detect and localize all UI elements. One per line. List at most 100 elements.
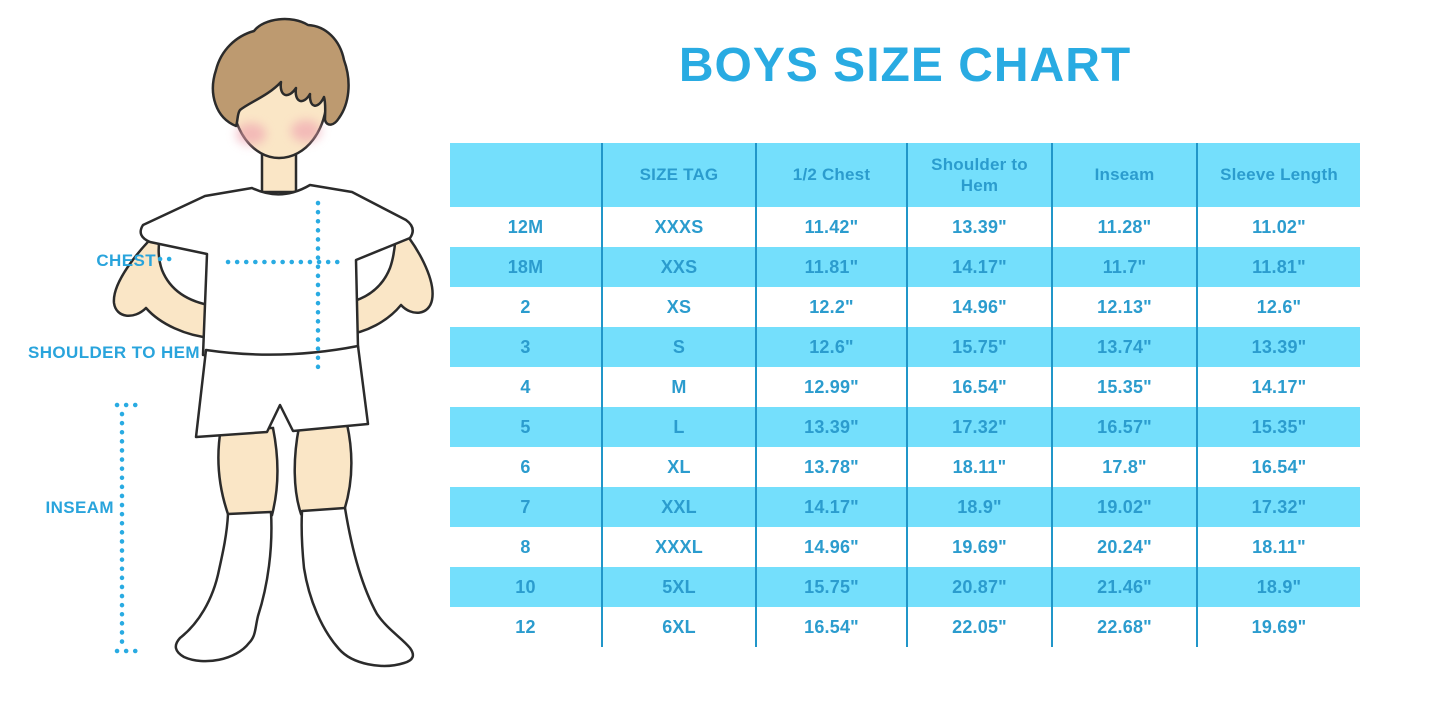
table-row: 7 XXL 14.17" 18.9" 19.02" 17.32" (450, 487, 1360, 527)
table-cell: 7 (450, 487, 603, 527)
table-cell: 21.46" (1052, 567, 1198, 607)
table-cell: 12.99" (756, 367, 908, 407)
table-cell: XXS (602, 247, 757, 287)
table-cell: 2 (450, 287, 603, 327)
table-cell: 10 (450, 567, 603, 607)
table-cell: 6 (450, 447, 603, 487)
table-cell: 19.69" (1251, 616, 1307, 637)
table-cell: 12.6" (756, 327, 908, 367)
table-cell: 14.17" (1251, 376, 1307, 397)
leg-right (293, 422, 353, 516)
table-cell: 4 (450, 367, 603, 407)
table-cell: 13.39" (907, 207, 1053, 247)
arm-right (340, 220, 434, 337)
table-cell: 16.54" (1251, 456, 1307, 477)
table-cell: 20.24" (1052, 527, 1198, 567)
table-cell: 22.68" (1052, 607, 1198, 647)
table-row: 10 5XL 15.75" 20.87" 21.46" 18.9" (450, 567, 1360, 607)
table-cell: 12.13" (1052, 287, 1198, 327)
table-cell: 22.05" (907, 607, 1053, 647)
table-cell: 17.32" (907, 407, 1053, 447)
table-cell: XXXS (602, 207, 757, 247)
table-cell: 15.35" (1052, 367, 1198, 407)
cheek-right-icon (291, 120, 321, 142)
table-cell: 17.32" (1251, 496, 1307, 517)
column-header: Shoulder to Hem (907, 143, 1053, 207)
table-cell: 12 (450, 607, 603, 647)
sock-left (174, 510, 273, 663)
table-cell: 12.2" (756, 287, 908, 327)
table-cell: 11.42" (756, 207, 908, 247)
chest-label: CHEST (96, 251, 156, 270)
table-row: 18M XXS 11.81" 14.17" 11.7" 11.81" (450, 247, 1360, 287)
table-cell: XL (602, 447, 757, 487)
table-row: 5 L 13.39" 17.32" 16.57" 15.35" (450, 407, 1360, 447)
table-cell: 15.75" (756, 567, 908, 607)
table-row: 3 S 12.6" 15.75" 13.74" 13.39" (450, 327, 1360, 367)
boy-figure-illustration: CHEST SHOULDER TO HEM INSEAM (0, 0, 450, 723)
table-cell: 13.74" (1052, 327, 1198, 367)
table-cell: 11.28" (1052, 207, 1198, 247)
table-cell: 15.75" (907, 327, 1053, 367)
table-cell: 16.54" (756, 607, 908, 647)
page-title: BOYS SIZE CHART (678, 39, 1132, 92)
table-cell: 12.6" (1256, 296, 1302, 317)
column-header (450, 143, 603, 207)
table-cell: 17.8" (1052, 447, 1198, 487)
table-cell: 18.11" (907, 447, 1053, 487)
size-table: SIZE TAG 1/2 Chest Shoulder to Hem Inseam Sl… (450, 143, 1360, 647)
column-header: 1/2 Chest (756, 143, 908, 207)
column-header: Sleeve Length (1220, 165, 1338, 185)
table-cell: 13.39" (1251, 336, 1307, 357)
leg-left (217, 426, 279, 519)
table-cell: 16.57" (1052, 407, 1198, 447)
table-row: 6 XL 13.78" 18.11" 17.8" 16.54" (450, 447, 1360, 487)
table-cell: 11.7" (1052, 247, 1198, 287)
table-cell: 15.35" (1251, 416, 1307, 437)
arm-left (112, 226, 216, 340)
table-row: 4 M 12.99" 16.54" 15.35" 14.17" (450, 367, 1360, 407)
table-row: 2 XS 12.2" 14.96" 12.13" 12.6" (450, 287, 1360, 327)
table-row: 8 XXXL 14.96" 19.69" 20.24" 18.11" (450, 527, 1360, 567)
sock-right (300, 506, 415, 668)
table-cell: 11.02" (1252, 216, 1306, 237)
table-cell: 8 (450, 527, 603, 567)
table-row: 12 6XL 16.54" 22.05" 22.68" 19.69" (450, 607, 1360, 647)
cheek-left-icon (236, 123, 266, 145)
table-cell: 18.11" (1252, 536, 1306, 557)
table-cell: 19.69" (907, 527, 1053, 567)
table-cell: 18.9" (1256, 576, 1302, 597)
table-cell: 13.39" (756, 407, 908, 447)
column-header: SIZE TAG (602, 143, 757, 207)
table-cell: 18M (450, 247, 603, 287)
table-cell: 11.81" (756, 247, 908, 287)
table-cell: 6XL (602, 607, 757, 647)
table-cell: 19.02" (1052, 487, 1198, 527)
table-cell: 14.17" (907, 247, 1053, 287)
table-cell: M (602, 367, 757, 407)
table-cell: 12M (450, 207, 603, 247)
table-cell: 14.96" (756, 527, 908, 567)
table-cell: 18.9" (907, 487, 1053, 527)
table-cell: 14.96" (907, 287, 1053, 327)
boy-figure-svg (112, 17, 434, 668)
table-cell: 13.78" (756, 447, 908, 487)
table-cell: XXL (602, 487, 757, 527)
table-cell: 5XL (602, 567, 757, 607)
shorts (194, 344, 370, 439)
table-cell: 3 (450, 327, 603, 367)
column-header: Inseam (1052, 143, 1198, 207)
inseam-label: INSEAM (45, 498, 114, 517)
table-row: 12M XXXS 11.42" 13.39" 11.28" 11.02" (450, 207, 1360, 247)
table-cell: 16.54" (907, 367, 1053, 407)
table-cell: XS (602, 287, 757, 327)
table-cell: 11.81" (1252, 256, 1306, 277)
shoulder-to-hem-label: SHOULDER TO HEM (28, 343, 200, 362)
table-cell: XXXL (602, 527, 757, 567)
table-cell: 5 (450, 407, 603, 447)
table-cell: 14.17" (756, 487, 908, 527)
table-header-row: SIZE TAG 1/2 Chest Shoulder to Hem Inseam Sl… (450, 143, 1360, 207)
table-cell: L (602, 407, 757, 447)
table-cell: 20.87" (907, 567, 1053, 607)
